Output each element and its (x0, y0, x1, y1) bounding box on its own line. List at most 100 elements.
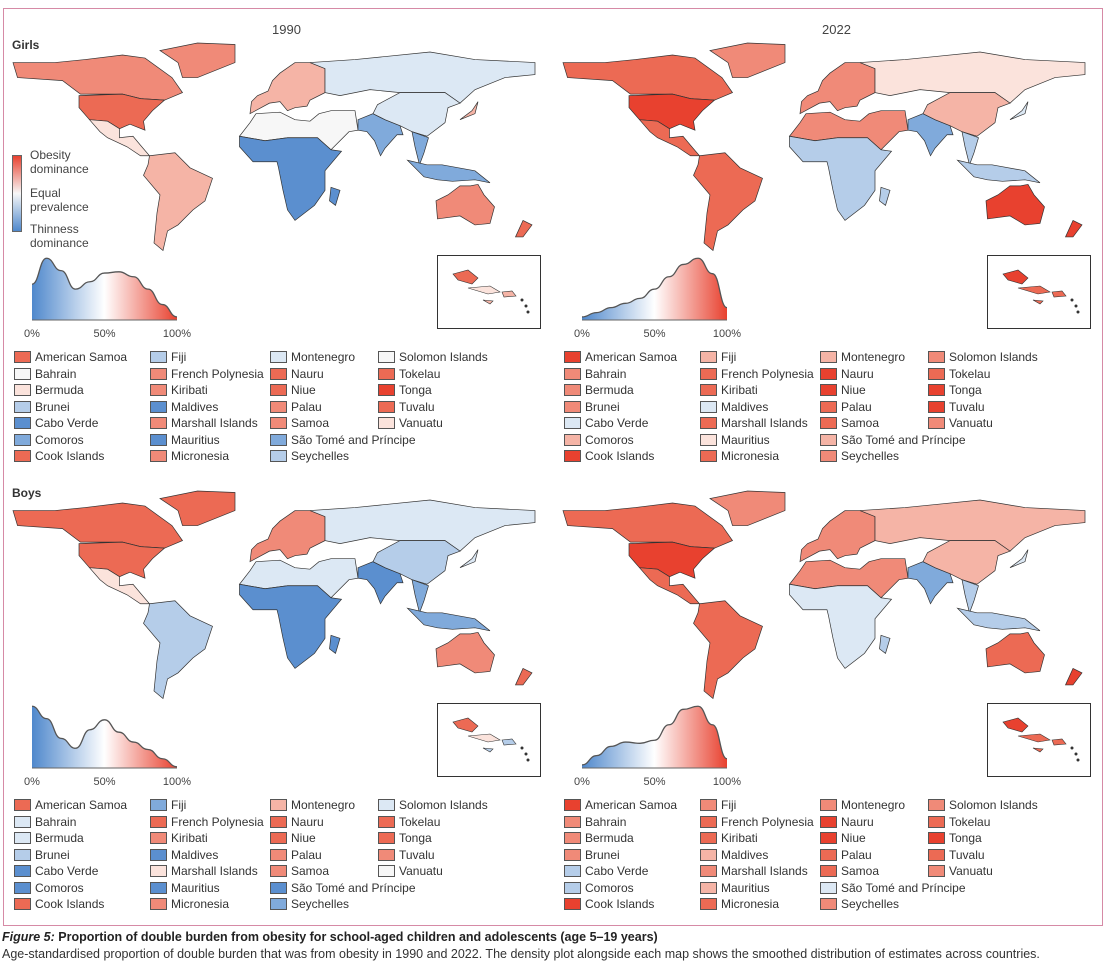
region-china (372, 540, 461, 585)
legend-item: Solomon Islands (928, 350, 1038, 364)
legend-item: Vanuatu (378, 864, 443, 878)
density-tick-label: 50% (93, 328, 116, 340)
map-panel-boys-2022: 0% 50% 100% American Samoa Bahrain Bermuda Bru… (560, 488, 1105, 918)
legend-label: Vanuatu (949, 416, 993, 430)
legend-swatch (150, 865, 167, 877)
legend-label: Palau (291, 847, 322, 862)
legend-swatch (14, 351, 31, 363)
legend-label: Montenegro (841, 350, 906, 364)
legend-item: Tuvalu (928, 400, 985, 414)
legend-item: Vanuatu (378, 416, 443, 430)
legend-label: Tokelau (949, 814, 991, 829)
legend-swatch (700, 898, 717, 910)
legend-label: Palau (291, 399, 322, 414)
legend-item: Nauru (820, 367, 874, 381)
caption-title-text: Proportion of double burden from obesity… (54, 930, 658, 944)
legend-label: Tonga (399, 831, 432, 845)
legend-label: Micronesia (171, 449, 230, 463)
legend-item: French Polynesia (150, 815, 264, 829)
region-south_asia (357, 113, 404, 157)
region-usa (628, 93, 716, 131)
region-japan (1009, 549, 1029, 569)
legend-swatch (564, 417, 581, 429)
legend-label: Fiji (171, 798, 187, 812)
region-australia (435, 183, 495, 226)
legend-item: Micronesia (150, 449, 229, 463)
legend-swatch (14, 367, 31, 380)
legend-label: Marshall Islands (171, 864, 258, 878)
legend-label: Solomon Islands (399, 798, 488, 812)
legend-item: Vanuatu (928, 416, 993, 430)
legend-item: Nauru (270, 367, 324, 381)
legend-item: Comoros (564, 881, 634, 895)
region-se_asia (411, 579, 429, 614)
legend-item: Tonga (378, 831, 432, 845)
legend-label: French Polynesia (721, 366, 814, 381)
legend-swatch (378, 848, 395, 861)
legend-item: French Polynesia (700, 815, 814, 829)
region-south_asia (907, 113, 954, 157)
caribbean-inset-map (437, 255, 541, 329)
legend-label: Maldives (171, 847, 219, 862)
legend-item: Bermuda (564, 383, 634, 397)
legend-swatch (820, 417, 837, 429)
legend-item: Tokelau (378, 367, 440, 381)
legend-label: Maldives (721, 399, 769, 414)
legend-swatch (150, 351, 167, 363)
legend-label: Micronesia (171, 897, 230, 911)
legend-swatch (820, 865, 837, 877)
legend-label: Niue (291, 831, 316, 845)
legend-label: Cabo Verde (35, 416, 99, 430)
legend-item: São Tomé and Príncipe (820, 881, 966, 895)
legend-label: Micronesia (721, 449, 780, 463)
legend-item: Solomon Islands (378, 798, 488, 812)
world-map (562, 42, 1086, 252)
legend-label: Mauritius (721, 880, 770, 895)
legend-item: Samoa (820, 864, 879, 878)
legend-label: Bahrain (35, 366, 77, 381)
legend-swatch (14, 815, 31, 828)
legend-label: Seychelles (841, 449, 900, 463)
legend-swatch (564, 898, 581, 910)
region-japan (459, 101, 479, 121)
legend-item: Kiribati (150, 831, 208, 845)
legend-swatch (564, 367, 581, 380)
region-madagascar (329, 186, 341, 206)
legend-item: Tuvalu (378, 848, 435, 862)
region-mexico (638, 567, 701, 605)
legend-item: Niue (820, 831, 866, 845)
legend-item: Bahrain (14, 367, 76, 381)
column-title-1990: 1990 (272, 22, 301, 37)
legend-item: American Samoa (14, 350, 127, 364)
legend-swatch (820, 848, 837, 861)
legend-item: Cook Islands (14, 897, 104, 911)
legend-swatch (270, 815, 287, 828)
legend-swatch (928, 799, 945, 811)
density-curve (581, 705, 728, 766)
legend-swatch (928, 815, 945, 828)
legend-item: Tonga (378, 383, 432, 397)
region-nz (1064, 219, 1083, 238)
legend-swatch (700, 417, 717, 429)
legend-swatch (928, 865, 945, 877)
legend-item: Marshall Islands (700, 864, 808, 878)
legend-swatch (700, 848, 717, 861)
legend-swatch (150, 848, 167, 861)
legend-label: Niue (841, 831, 866, 845)
legend-item: French Polynesia (700, 367, 814, 381)
region-usa (78, 541, 166, 579)
world-map (12, 42, 536, 252)
legend-label: Kiribati (721, 831, 758, 845)
legend-item: Mauritius (700, 433, 770, 447)
legend-label: Cook Islands (35, 449, 105, 463)
legend-label: São Tomé and Príncipe (841, 432, 966, 447)
legend-item: Montenegro (270, 798, 355, 812)
legend-label: Cabo Verde (585, 416, 649, 430)
legend-item: Palau (270, 400, 322, 414)
density-plot (581, 705, 728, 769)
region-russia (859, 51, 1086, 104)
legend-swatch (564, 848, 581, 861)
caption-label: Figure 5: (2, 930, 55, 944)
legend-label: Niue (291, 383, 316, 397)
legend-item: Comoros (14, 881, 84, 895)
